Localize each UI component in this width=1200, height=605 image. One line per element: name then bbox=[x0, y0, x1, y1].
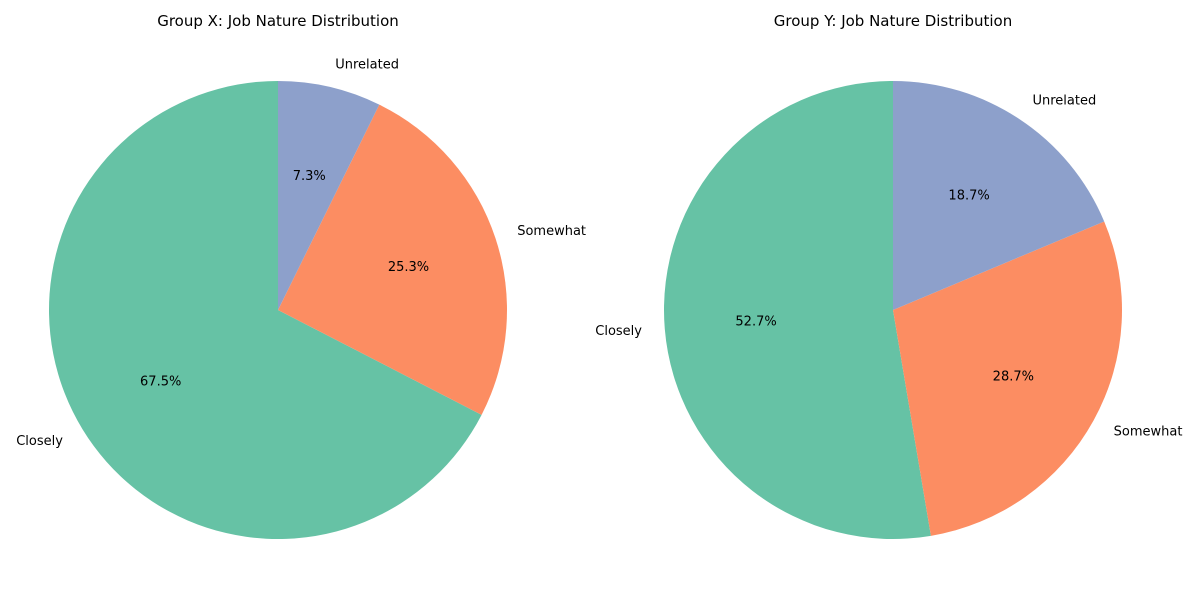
pie-chart-group-x: Group X: Job Nature Distribution Closely… bbox=[16, 12, 586, 539]
pie-chart-group-y: Group Y: Job Nature Distribution Closely… bbox=[595, 12, 1182, 539]
slice-label: Unrelated bbox=[1032, 93, 1096, 108]
pie-slice-unrelated bbox=[278, 81, 380, 310]
slice-label: Unrelated bbox=[335, 58, 399, 73]
slice-label: Closely bbox=[16, 434, 63, 449]
slice-percentage-label: 52.7% bbox=[735, 314, 776, 329]
pie-slice-somewhat bbox=[278, 104, 507, 415]
slice-label: Closely bbox=[595, 324, 642, 339]
slice-percentage-label: 28.7% bbox=[993, 369, 1034, 384]
pie-slice-somewhat bbox=[893, 221, 1122, 536]
slice-percentage-label: 25.3% bbox=[388, 260, 429, 275]
slice-label: Somewhat bbox=[1114, 425, 1183, 440]
chart-title: Group X: Job Nature Distribution bbox=[157, 12, 399, 30]
pie-slice-unrelated bbox=[893, 81, 1105, 310]
slice-percentage-label: 67.5% bbox=[140, 375, 181, 390]
slice-label: Somewhat bbox=[517, 224, 586, 239]
pie-slice-closely bbox=[48, 81, 482, 539]
chart-title: Group Y: Job Nature Distribution bbox=[774, 12, 1012, 30]
slice-percentage-label: 7.3% bbox=[293, 169, 326, 184]
slice-percentage-label: 18.7% bbox=[948, 189, 989, 204]
pie-slice-closely bbox=[664, 81, 931, 539]
